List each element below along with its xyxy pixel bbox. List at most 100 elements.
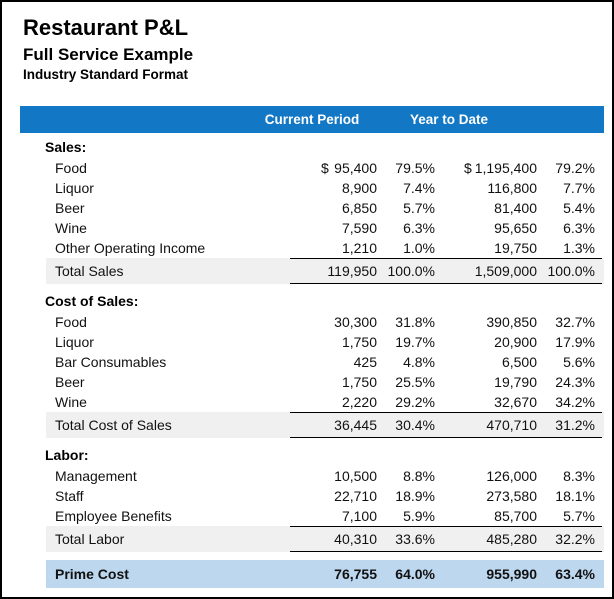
ytd-percent: 5.4% <box>563 200 595 216</box>
table-row: Liquor 1,750 19.7% 20,900 17.9% <box>20 332 604 352</box>
section-header-row: Labor: <box>20 445 604 466</box>
ytd-amount: 390,850 <box>486 314 537 330</box>
row-label: Wine <box>55 220 87 236</box>
current-period-amount: 6,850 <box>341 200 377 216</box>
current-period-amount-cell: 6,850 <box>315 198 377 218</box>
table-row: Staff 22,710 18.9% 273,580 18.1% <box>20 486 604 506</box>
total-row-label: Total Labor <box>55 531 125 547</box>
section-label: Labor: <box>45 447 89 463</box>
current-period-amount: 10,500 <box>334 468 377 484</box>
column-gap <box>435 238 457 258</box>
current-period-percent: 25.5% <box>395 374 435 390</box>
column-gap <box>435 332 457 352</box>
current-period-percent: 100.0% <box>387 263 435 279</box>
column-gap <box>435 560 457 588</box>
current-period-amount-cell: 22,710 <box>315 486 377 506</box>
table-row: Bar Consumables 425 4.8% 6,500 5.6% <box>20 352 604 372</box>
current-period-amount: 40,310 <box>334 531 377 547</box>
current-period-amount: 8,900 <box>341 180 377 196</box>
current-period-percent: 29.2% <box>395 394 435 410</box>
current-period-percent: 33.6% <box>395 531 435 547</box>
column-gap <box>435 412 457 438</box>
row-label: Bar Consumables <box>55 354 167 370</box>
current-period-amount-cell: 1,750 <box>315 332 377 352</box>
column-gap <box>435 198 457 218</box>
ytd-amount: 20,900 <box>494 334 537 350</box>
current-period-percent: 1.0% <box>403 240 435 256</box>
table-row: Food $95,400 79.5% $1,195,400 79.2% <box>20 158 604 178</box>
ytd-amount-cell: 470,710 <box>457 412 537 438</box>
ytd-percent: 5.7% <box>563 508 595 524</box>
column-header-bar: Current Period Year to Date <box>20 106 604 133</box>
ytd-amount-cell: 273,580 <box>457 486 537 506</box>
ytd-amount-cell: $1,195,400 <box>457 158 537 178</box>
current-period-amount: 36,445 <box>334 417 377 433</box>
prime-cost-row: Prime Cost 76,755 64.0% 955,990 63.4% <box>20 560 604 588</box>
ytd-percent: 100.0% <box>547 263 595 279</box>
row-label: Beer <box>55 200 85 216</box>
current-period-amount-cell: 76,755 <box>315 560 377 588</box>
ytd-amount: 1,509,000 <box>474 263 537 279</box>
ytd-percent: 34.2% <box>555 394 595 410</box>
ytd-percent: 1.3% <box>563 240 595 256</box>
current-period-amount: 1,750 <box>341 334 377 350</box>
row-label: Wine <box>55 394 87 410</box>
current-period-amount: 7,100 <box>341 508 377 524</box>
ytd-amount: 95,650 <box>494 220 537 236</box>
page-subtitle: Full Service Example <box>23 45 194 64</box>
column-gap <box>435 352 457 372</box>
ytd-amount: 32,670 <box>494 394 537 410</box>
row-label: Employee Benefits <box>55 508 172 524</box>
ytd-amount-cell: 20,900 <box>457 332 537 352</box>
column-gap <box>435 526 457 552</box>
ytd-percent: 31.2% <box>555 417 595 433</box>
total-row: Total Labor 40,310 33.6% 485,280 32.2% <box>20 526 604 552</box>
column-gap <box>435 312 457 332</box>
ytd-amount-cell: 6,500 <box>457 352 537 372</box>
current-period-percent: 18.9% <box>395 488 435 504</box>
prime-cost-label: Prime Cost <box>55 566 129 582</box>
current-period-amount-cell: 30,300 <box>315 312 377 332</box>
format-label: Industry Standard Format <box>23 67 189 82</box>
row-label: Staff <box>55 488 84 504</box>
row-label: Liquor <box>55 180 94 196</box>
ytd-amount-cell: 32,670 <box>457 392 537 412</box>
ytd-amount: 19,790 <box>494 374 537 390</box>
page-title: Restaurant P&L <box>23 15 189 40</box>
row-label: Management <box>55 468 137 484</box>
current-period-amount-cell: 1,750 <box>315 372 377 392</box>
current-period-amount: 2,220 <box>341 394 377 410</box>
total-row: Total Cost of Sales 36,445 30.4% 470,710 31.… <box>20 412 604 438</box>
table-row: Food 30,300 31.8% 390,850 32.7% <box>20 312 604 332</box>
column-gap <box>435 218 457 238</box>
ytd-percent: 32.2% <box>555 531 595 547</box>
table-row: Wine 7,590 6.3% 95,650 6.3% <box>20 218 604 238</box>
ytd-percent: 17.9% <box>555 334 595 350</box>
current-period-percent: 5.9% <box>403 508 435 524</box>
current-period-amount: 1,210 <box>341 240 377 256</box>
total-row-label: Total Cost of Sales <box>55 417 172 433</box>
ytd-amount: 6,500 <box>501 354 537 370</box>
table-row: Liquor 8,900 7.4% 116,800 7.7% <box>20 178 604 198</box>
row-label: Food <box>55 160 87 176</box>
current-period-amount-cell: 7,100 <box>315 506 377 526</box>
ytd-amount-cell: 485,280 <box>457 526 537 552</box>
current-period-amount-cell: 10,500 <box>315 466 377 486</box>
ytd-amount: 126,000 <box>486 468 537 484</box>
pl-table: Sales: Food $95,400 79.5% $1,195,400 79.2% Liq… <box>20 137 604 588</box>
row-label: Other Operating Income <box>55 240 206 256</box>
current-period-percent: 6.3% <box>403 220 435 236</box>
current-period-amount-cell: 8,900 <box>315 178 377 198</box>
ytd-amount-cell: 19,750 <box>457 238 537 258</box>
ytd-amount-cell: 81,400 <box>457 198 537 218</box>
current-period-amount: 22,710 <box>334 488 377 504</box>
section-label: Cost of Sales: <box>45 293 139 309</box>
current-period-percent: 8.8% <box>403 468 435 484</box>
table-row: Employee Benefits 7,100 5.9% 85,700 5.7% <box>20 506 604 526</box>
current-period-amount-cell: 40,310 <box>315 526 377 552</box>
current-period-amount-cell: 425 <box>315 352 377 372</box>
ytd-percent: 32.7% <box>555 314 595 330</box>
ytd-percent: 63.4% <box>555 566 595 582</box>
current-period-amount: 95,400 <box>334 160 377 176</box>
ytd-amount: 85,700 <box>494 508 537 524</box>
